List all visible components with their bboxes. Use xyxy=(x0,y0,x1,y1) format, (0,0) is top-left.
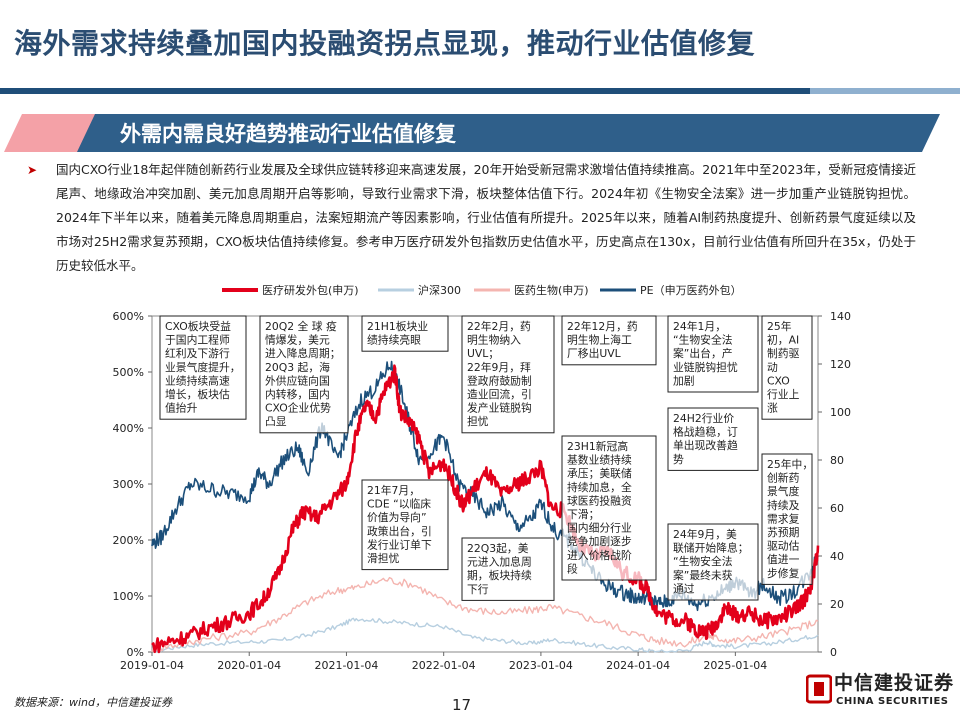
page-number: 17 xyxy=(452,696,472,714)
annotation-box xyxy=(461,315,555,434)
annotation-text: 25年中，创新药景气度持续及需求复苏预期驱动估值进一步修复 xyxy=(767,457,813,580)
y-axis-left: 0% 100% 200% 300% 400% 500% 600% xyxy=(113,310,152,659)
y-right-tick-label: 100 xyxy=(830,406,851,419)
annotation-box xyxy=(461,537,555,601)
x-tick-label: 2025-01-04 xyxy=(703,659,767,672)
annotation-text: CXO板块受益于国内工程师红利及下游行业景气度提升，业绩持续高速增长，板块估值抬… xyxy=(165,319,241,415)
annotation-text: 22年2月，药明生物纳入 UVL； 22年9月，拜登政府鼓励制造业回流，引发产业链脱… xyxy=(467,319,532,428)
series-layer xyxy=(151,360,820,654)
annotation-text: 20Q2 全 球 疫情爆发，美元进入降息周期； 20Q3 起，海外供应链向国内转移… xyxy=(265,319,341,428)
banner-title: 外需内需良好趋势推动行业估值修复 xyxy=(120,122,456,146)
valuation-chart: 医疗研发外包(申万) 沪深300 医药生物(申万) PE（申万医药外包） 0% 100%… xyxy=(113,283,851,672)
y-left-tick-label: 100% xyxy=(113,590,144,603)
header-divider xyxy=(0,88,960,94)
y-left-tick-label: 200% xyxy=(113,534,144,547)
x-tick-label: 2020-01-04 xyxy=(217,659,281,672)
y-right-tick-label: 40 xyxy=(830,550,844,563)
series-line-hs300 xyxy=(151,617,819,653)
annotation-text: 24年1月，“生物安全法案”出台，产业链脱钩担忧加剧 xyxy=(673,319,738,387)
y-left-tick-label: 300% xyxy=(113,478,144,491)
annotation-text: 22Q3起，美元进入加息周期，板块持续下行 xyxy=(467,542,532,596)
series-line-bio xyxy=(151,576,819,653)
annotation-box xyxy=(761,453,813,585)
annotation-box xyxy=(259,315,349,434)
banner-shape xyxy=(4,114,940,152)
annotation-box xyxy=(667,407,759,471)
y-right-tick-label: 60 xyxy=(830,502,844,515)
series-line-cro xyxy=(151,364,820,654)
y-axis-right: 0 20 40 60 80 100 120 140 xyxy=(818,310,851,659)
annotation-box xyxy=(361,315,449,352)
x-axis: 2019-01-04 2020-01-04 2021-01-04 2022-01-04… xyxy=(120,652,767,672)
legend-label-bio: 医药生物(申万) xyxy=(514,283,589,297)
annotation-text: 25年初，AI 制药驱动 CXO 行业上涨 xyxy=(767,319,800,415)
x-tick-label: 2021-01-04 xyxy=(314,659,378,672)
header-divider-accent xyxy=(810,88,960,94)
y-left-tick-label: 400% xyxy=(113,422,144,435)
annotation-text: 24年9月，美联储开始降息；“生物安全法案”最终未获通过 xyxy=(673,527,749,595)
y-right-tick-label: 0 xyxy=(830,646,837,659)
annotation-text: 21年7月， CDE “以临床价值为导向”政策出台，引发行业订单下滑担忧 xyxy=(367,483,432,565)
y-right-tick-label: 20 xyxy=(830,598,844,611)
annotation-text: 23H1新冠高基数业绩持续承压；美联储持续加息，全球医药投融资下滑；国内细分行业… xyxy=(567,439,632,575)
chart-legend: 医疗研发外包(申万) 沪深300 医药生物(申万) PE（申万医药外包） xyxy=(222,283,742,297)
x-tick-label: 2019-01-04 xyxy=(120,659,184,672)
y-right-tick-label: 80 xyxy=(830,454,844,467)
annotation-text: 21H1板块业绩持续亮眼 xyxy=(367,319,428,347)
legend-label-hs300: 沪深300 xyxy=(418,283,461,297)
annotation-box xyxy=(561,315,657,366)
x-tick-label: 2023-01-04 xyxy=(509,659,573,672)
y-left-tick-label: 500% xyxy=(113,366,144,379)
annotation-text: 22年12月，药明生物上海工厂移出UVL xyxy=(567,319,638,360)
annotation-text: 24H2行业价格战趋稳，订单出现改善趋势 xyxy=(673,412,738,466)
data-source-note: 数据来源：wind，中信建投证券 xyxy=(14,696,173,709)
annotation-box xyxy=(667,523,759,601)
summary-paragraph: 国内CXO行业18年起伴随创新药行业发展及全球供应链转移迎来高速发展，20年开始… xyxy=(56,162,916,273)
y-left-tick-label: 0% xyxy=(127,646,144,659)
legend-label-cro: 医疗研发外包(申万) xyxy=(262,283,359,297)
annotation-box xyxy=(667,315,759,393)
annotation-box xyxy=(159,315,247,420)
series-line-pe xyxy=(151,360,819,612)
company-logo: 中信建投证券 CHINA SECURITIES xyxy=(806,668,956,714)
section-banner: 外需内需良好趋势推动行业估值修复 xyxy=(0,104,960,158)
bullet-arrow-icon: ➤ xyxy=(27,163,38,177)
logo-name-en: CHINA SECURITIES xyxy=(836,696,949,707)
y-right-tick-label: 120 xyxy=(830,358,851,371)
x-tick-label: 2024-01-04 xyxy=(606,659,670,672)
page-title: 海外需求持续叠加国内投融资拐点显现，推动行业估值修复 xyxy=(14,27,756,60)
annotation-box xyxy=(761,315,813,420)
y-left-tick-label: 600% xyxy=(113,310,144,323)
x-tick-label: 2022-01-04 xyxy=(412,659,476,672)
annotation-box xyxy=(561,435,657,581)
annotation-box xyxy=(361,479,449,571)
y-right-tick-label: 140 xyxy=(830,310,851,323)
annotation-layer: CXO板块受益于国内工程师红利及下游行业景气度提升，业绩持续高速增长，板块估值抬… xyxy=(159,315,813,601)
logo-mark-icon xyxy=(806,674,832,704)
legend-label-pe: PE（申万医药外包） xyxy=(640,284,742,297)
logo-name-cn: 中信建投证券 xyxy=(834,672,955,694)
